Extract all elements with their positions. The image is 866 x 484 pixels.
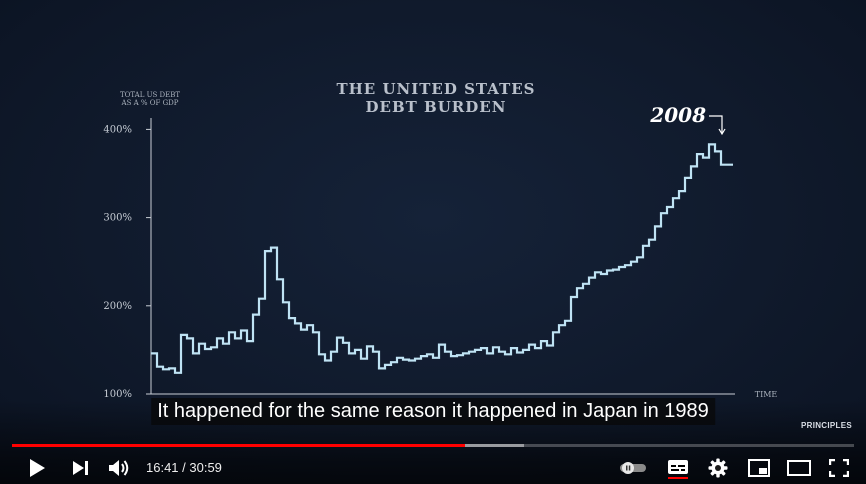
time-display: 16:41 / 30:59 [146, 460, 222, 475]
y-tick-label: 200% [103, 301, 132, 312]
chart-title-line2: DEBT BURDEN [366, 98, 507, 116]
fullscreen-icon [829, 459, 849, 477]
play-icon [30, 459, 45, 477]
chart-title-line1: THE UNITED STATES [336, 80, 535, 98]
x-axis-label: TIME [755, 390, 778, 399]
miniplayer-icon [748, 459, 770, 477]
fullscreen-button[interactable] [824, 454, 854, 482]
miniplayer-button[interactable] [744, 454, 774, 482]
annotation-arrow [709, 115, 726, 136]
y-tick-label: 100% [103, 389, 132, 400]
progress-bar[interactable] [12, 444, 854, 447]
play-button[interactable] [24, 454, 50, 482]
theater-mode-button[interactable] [784, 454, 814, 482]
subtitles-button[interactable] [664, 454, 692, 482]
debt-series-line [151, 143, 733, 374]
settings-button[interactable] [704, 454, 732, 482]
theater-mode-icon [787, 460, 811, 476]
y-tick-label: 400% [103, 124, 132, 135]
y-axis-label-line2: AS A % OF GDP [121, 99, 179, 107]
autoplay-toggle-icon [620, 462, 646, 474]
y-axis-label-line1: TOTAL US DEBT [120, 91, 180, 99]
progress-played [12, 444, 465, 447]
volume-icon [109, 460, 129, 476]
next-button[interactable] [68, 454, 94, 482]
channel-watermark: PRINCIPLES [800, 421, 852, 430]
volume-button[interactable] [106, 454, 134, 482]
settings-icon [708, 458, 728, 478]
subtitle-caption: It happened for the same reason it happe… [151, 398, 715, 425]
subtitles-icon [668, 460, 688, 479]
annotation-2008-label: 2008 [649, 103, 706, 127]
autoplay-toggle[interactable] [618, 454, 648, 482]
next-icon [73, 461, 88, 475]
y-tick-label: 300% [103, 213, 132, 224]
